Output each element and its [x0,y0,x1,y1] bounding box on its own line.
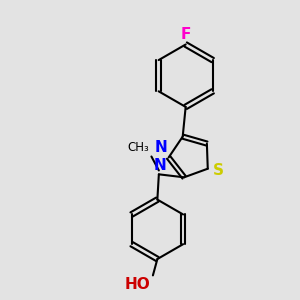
Text: F: F [181,27,191,42]
Text: HO: HO [124,278,150,292]
Text: N: N [154,140,167,155]
Text: S: S [213,163,224,178]
Text: CH₃: CH₃ [127,141,149,154]
Text: N: N [153,158,166,173]
